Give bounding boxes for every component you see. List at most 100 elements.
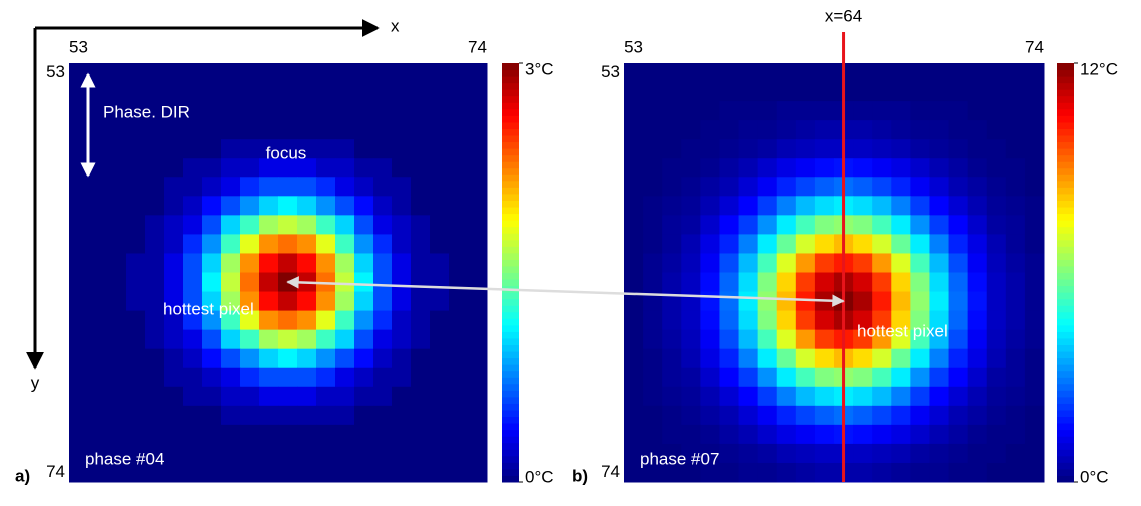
colorbar-step: [502, 331, 519, 339]
heat-cell: [240, 443, 260, 464]
colorbar-step: [502, 455, 519, 463]
x-tick-label: 53: [69, 37, 88, 56]
heat-cell: [411, 462, 431, 483]
heat-cell: [145, 63, 165, 83]
colorbar-step: [502, 213, 519, 221]
heat-cell: [278, 196, 298, 216]
heat-cell: [910, 348, 930, 369]
heat-cell: [145, 329, 165, 350]
heat-cell: [967, 234, 988, 254]
colorbar-step: [1057, 233, 1074, 241]
heat-cell: [69, 120, 89, 140]
heat-cell: [316, 348, 336, 369]
heat-cell: [967, 462, 988, 483]
heat-cell: [929, 253, 950, 273]
heat-cell: [373, 310, 393, 331]
heat-cell: [221, 348, 241, 369]
heat-cell: [853, 215, 873, 235]
heat-cell: [795, 443, 816, 464]
heat-cell: [392, 443, 412, 464]
heat-cell: [107, 462, 127, 483]
heat-cell: [814, 177, 835, 197]
heat-cell: [872, 177, 892, 197]
heat-cell: [700, 405, 720, 426]
heat-cell: [107, 291, 127, 312]
heat-cell: [411, 272, 431, 293]
heat-cell: [354, 405, 374, 426]
heat-cell: [948, 405, 969, 426]
heat-cell: [468, 310, 488, 331]
heat-cell: [468, 329, 488, 350]
heat-cell: [719, 158, 740, 178]
colorbar-step: [1057, 154, 1074, 162]
heat-cell: [183, 234, 203, 254]
colorbar-step: [1057, 324, 1074, 332]
heat-cell: [259, 177, 279, 197]
heat-cell: [681, 120, 701, 140]
heat-cell: [776, 424, 797, 445]
heat-cell: [795, 405, 816, 426]
marker-line-label: x=64: [825, 6, 862, 25]
heat-cell: [1005, 386, 1026, 407]
colorbar-step: [502, 449, 519, 457]
colorbar-step: [502, 102, 519, 110]
heat-cell: [335, 367, 355, 388]
heat-cell: [776, 196, 797, 216]
heat-cell: [700, 63, 720, 83]
heat-cell: [853, 443, 873, 464]
heat-cell: [814, 196, 835, 216]
heat-cell: [872, 82, 892, 102]
heat-cell: [468, 405, 488, 426]
heat-cell: [643, 82, 663, 102]
heat-cell: [929, 215, 950, 235]
colorbar-step: [1057, 141, 1074, 149]
heat-cell: [107, 234, 127, 254]
heat-cell: [411, 329, 431, 350]
heat-cell: [986, 139, 1007, 159]
annotation: phase #04: [85, 449, 164, 468]
heat-cell: [986, 462, 1007, 483]
heat-cell: [776, 234, 797, 254]
panel-label: a): [15, 466, 30, 485]
heat-cell: [259, 120, 279, 140]
heat-cell: [1005, 234, 1026, 254]
colorbar-step: [1057, 95, 1074, 103]
heat-cell: [221, 215, 241, 235]
heat-cell: [278, 253, 298, 273]
heat-cell: [929, 386, 950, 407]
colorbar-step: [1057, 180, 1074, 188]
heat-cell: [183, 177, 203, 197]
heat-cell: [948, 177, 969, 197]
heat-cell: [624, 462, 644, 483]
heat-cell: [853, 196, 873, 216]
heat-cell: [411, 348, 431, 369]
heat-cell: [1024, 462, 1045, 483]
heat-cell: [278, 405, 298, 426]
heat-cell: [814, 348, 835, 369]
heat-cell: [853, 405, 873, 426]
colorbar-step: [502, 128, 519, 136]
heat-cell: [164, 386, 184, 407]
heat-cell: [624, 272, 644, 293]
heat-cell: [297, 386, 317, 407]
heat-cell: [316, 405, 336, 426]
heat-cell: [259, 348, 279, 369]
heat-cell: [145, 234, 165, 254]
heat-cell: [681, 63, 701, 83]
heat-cell: [910, 101, 930, 121]
heat-cell: [468, 177, 488, 197]
colorbar-step: [502, 226, 519, 234]
heat-cell: [719, 329, 740, 350]
colorbar-step: [1057, 102, 1074, 110]
heat-cell: [719, 196, 740, 216]
heat-cell: [624, 120, 644, 140]
heat-cell: [468, 291, 488, 312]
heat-cell: [891, 139, 911, 159]
heat-cell: [795, 177, 816, 197]
heat-cell: [278, 63, 298, 83]
heat-cell: [719, 215, 740, 235]
heat-cell: [335, 82, 355, 102]
heat-cell: [891, 253, 911, 273]
heat-cell: [643, 424, 663, 445]
